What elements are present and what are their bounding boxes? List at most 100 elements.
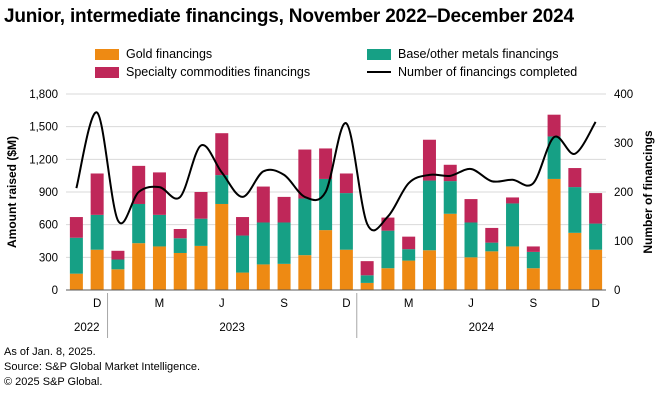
- line-number-of-financings: [75, 111, 597, 232]
- x-tick-label: J: [219, 298, 225, 310]
- bar-gold: [152, 246, 166, 290]
- bar-specialty: [464, 199, 478, 223]
- bar-base-metals: [568, 187, 582, 233]
- bar-base-metals: [69, 237, 83, 274]
- bar-gold: [319, 230, 333, 290]
- x-tick-label: S: [280, 298, 288, 310]
- footer-copyright: © 2025 S&P Global.: [4, 376, 103, 388]
- bar-specialty: [236, 217, 250, 236]
- bar-specialty: [381, 217, 395, 231]
- bar-specialty: [277, 196, 291, 223]
- bar-base-metals: [464, 222, 478, 258]
- legend-count-label: Number of financings completed: [398, 65, 578, 79]
- legend-base-label: Base/other metals financings: [398, 47, 559, 61]
- bar-gold: [422, 250, 436, 290]
- bar-base-metals: [298, 198, 312, 256]
- bar-base-metals: [132, 203, 146, 244]
- gridlines: [66, 93, 606, 258]
- year-label: 2024: [469, 322, 495, 334]
- x-tick-label: M: [155, 298, 165, 310]
- legend-base-swatch: [367, 48, 391, 60]
- bar-specialty: [589, 193, 603, 224]
- bar-gold: [111, 269, 125, 290]
- y2-tick-label: 300: [614, 138, 633, 150]
- legend-base: Base/other metals financings: [367, 47, 559, 61]
- bar-base-metals: [256, 222, 270, 265]
- bar-gold: [215, 203, 229, 290]
- bar-specialty: [526, 246, 540, 252]
- legend-specialty-label: Specialty commodities financings: [126, 65, 311, 79]
- bar-gold: [132, 243, 146, 290]
- bar-specialty: [111, 250, 125, 260]
- bar-specialty: [402, 236, 416, 250]
- tick-labels: 0 300 600 900 1,200 1,500 1,800 0 100 200 300 400 D M…: [29, 89, 633, 334]
- bar-base-metals: [277, 222, 291, 264]
- bar-gold: [485, 251, 499, 290]
- bar-gold: [173, 252, 187, 290]
- bar-specialty: [152, 172, 166, 215]
- x-tick-label: J: [468, 298, 474, 310]
- x-tick-label: D: [342, 298, 350, 310]
- chart-plot: 0 300 600 900 1,200 1,500 1,800 0 100 200 300 400 D M…: [5, 89, 655, 338]
- bar-base-metals: [402, 249, 416, 261]
- bar-specialty: [547, 114, 561, 137]
- y2-axis-title: Number of financings: [641, 130, 655, 254]
- footer-source: Source: S&P Global Market Intelligence.: [4, 361, 201, 373]
- bar-gold: [194, 245, 208, 290]
- bar-series: [69, 114, 603, 290]
- bar-base-metals: [360, 275, 374, 283]
- x-tick-label: D: [591, 298, 599, 310]
- bar-base-metals: [194, 218, 208, 246]
- y-tick-label: 600: [39, 220, 58, 232]
- legend-count-swatch: [367, 71, 391, 73]
- bar-gold: [589, 249, 603, 290]
- bar-base-metals: [506, 203, 520, 247]
- bar-base-metals: [526, 251, 540, 269]
- bar-gold: [69, 273, 83, 290]
- chart-title: Junior, intermediate financings, Novembe…: [4, 6, 574, 27]
- bar-gold: [90, 249, 104, 290]
- legend-count: Number of financings completed: [367, 65, 577, 79]
- bar-specialty: [215, 133, 229, 176]
- bar-gold: [464, 257, 478, 290]
- y-tick-label: 1,200: [29, 154, 58, 166]
- bar-specialty: [298, 149, 312, 199]
- footer-date: As of Jan. 8, 2025.: [4, 346, 96, 358]
- bar-gold: [360, 282, 374, 290]
- bar-specialty: [194, 192, 208, 219]
- y-tick-label: 300: [39, 252, 58, 264]
- year-label: 2023: [219, 322, 245, 334]
- bar-specialty: [422, 139, 436, 181]
- bar-specialty: [360, 261, 374, 276]
- bar-gold: [568, 232, 582, 290]
- x-tick-label: D: [93, 298, 101, 310]
- bar-gold: [256, 264, 270, 290]
- y-tick-label: 1,500: [29, 122, 58, 134]
- legend-gold-swatch: [95, 48, 119, 60]
- bar-specialty: [319, 148, 333, 179]
- bar-base-metals: [215, 175, 229, 204]
- bar-base-metals: [381, 230, 395, 269]
- legend-gold-label: Gold financings: [126, 47, 213, 61]
- bar-specialty: [90, 173, 104, 215]
- bar-base-metals: [236, 235, 250, 273]
- bar-specialty: [173, 229, 187, 239]
- x-tick-label: M: [404, 298, 414, 310]
- bar-gold: [277, 263, 291, 290]
- y-tick-label: 1,800: [29, 89, 58, 101]
- bar-gold: [339, 249, 353, 290]
- bar-base-metals: [547, 136, 561, 179]
- bar-specialty: [506, 197, 520, 204]
- bar-specialty: [485, 227, 499, 243]
- y2-tick-label: 400: [614, 89, 633, 101]
- bar-base-metals: [111, 259, 125, 270]
- bar-base-metals: [173, 238, 187, 253]
- bar-specialty: [256, 186, 270, 223]
- legend-specialty: Specialty commodities financings: [95, 65, 310, 79]
- bar-specialty: [69, 217, 83, 238]
- bar-specialty: [443, 164, 457, 182]
- bar-gold: [526, 268, 540, 290]
- legend-specialty-swatch: [95, 66, 119, 78]
- y2-tick-label: 100: [614, 236, 633, 248]
- bar-gold: [547, 178, 561, 290]
